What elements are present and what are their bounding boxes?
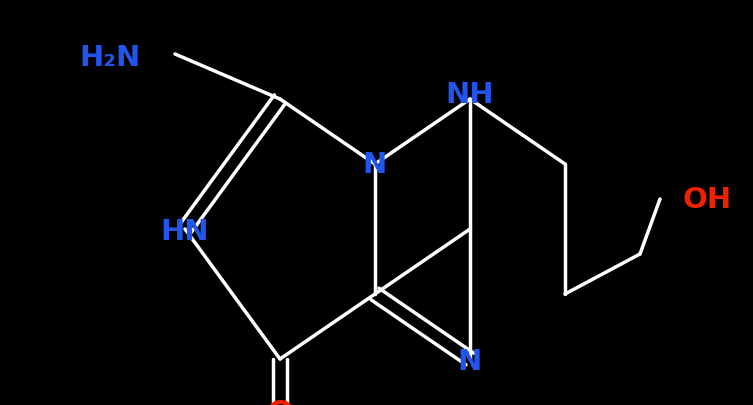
Text: NH: NH [446,81,494,109]
Text: N: N [363,151,387,179]
Text: OH: OH [683,185,732,213]
Text: HN: HN [160,217,209,245]
Text: O: O [267,399,294,405]
Text: H₂N: H₂N [79,44,141,72]
Text: N: N [458,347,482,375]
